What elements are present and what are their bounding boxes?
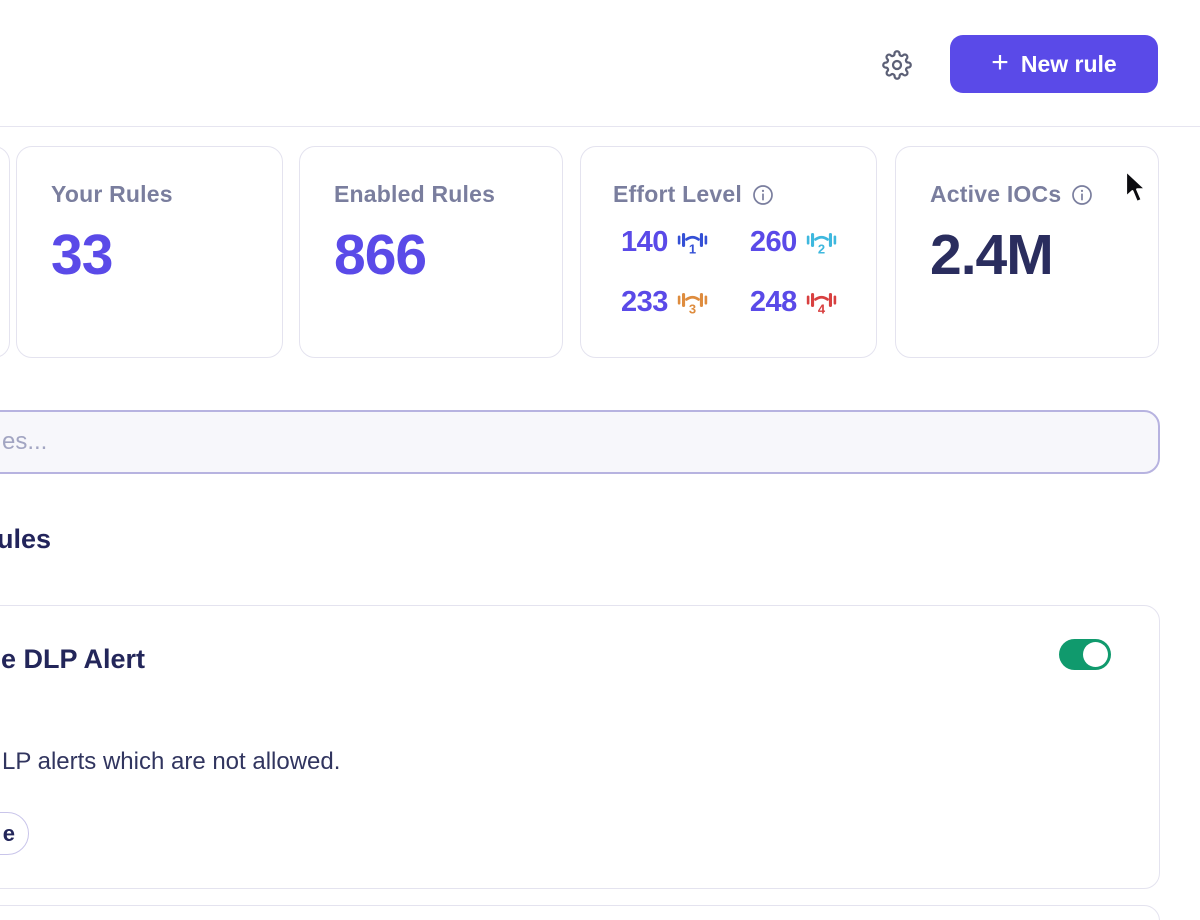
effort-levels-grid: 140 1 260	[621, 226, 842, 319]
toggle-knob	[1083, 642, 1108, 667]
stat-label: Active IOCs	[930, 181, 1062, 207]
settings-button[interactable]	[878, 46, 916, 84]
new-rule-label: New rule	[1020, 50, 1117, 77]
effort-level-number: 1	[689, 241, 696, 255]
effort-count: 233	[621, 286, 668, 318]
rule-card-next	[0, 905, 1160, 920]
rule-enabled-toggle[interactable]	[1059, 639, 1111, 670]
effort-count: 260	[749, 226, 797, 258]
stat-card-enabled-rules: Enabled Rules 866	[299, 146, 563, 358]
stat-card-active-iocs: Active IOCs 2.4M	[895, 146, 1159, 358]
effort-level-number: 3	[689, 301, 696, 315]
stat-value: 866	[334, 223, 427, 287]
section-heading: ules	[0, 524, 52, 554]
stat-label: Effort Level	[613, 181, 742, 207]
stat-value: 33	[51, 223, 113, 287]
search-input[interactable]	[0, 410, 1160, 474]
effort-count: 248	[749, 286, 797, 318]
effort-level-2: 260 2	[750, 226, 837, 259]
stat-label: Enabled Rules	[334, 181, 496, 207]
effort-level-number: 4	[818, 301, 826, 315]
dumbbell-icon: 1	[677, 232, 708, 255]
effort-level-3: 233 3	[621, 286, 708, 319]
header-divider	[0, 126, 1200, 127]
rule-description: LP alerts which are not allowed.	[2, 748, 341, 775]
dumbbell-icon: 3	[677, 292, 708, 315]
stat-value: 2.4M	[930, 223, 1054, 287]
new-rule-button[interactable]: + New rule	[950, 35, 1158, 93]
effort-level-4: 248 4	[750, 286, 837, 319]
gear-icon	[882, 50, 912, 80]
dumbbell-icon: 4	[806, 292, 836, 315]
rule-tag-label: e	[2, 820, 15, 846]
effort-level-1: 140 1	[621, 226, 708, 259]
effort-level-number: 2	[818, 241, 825, 255]
stat-card-effort-level: Effort Level 140 1	[580, 146, 877, 358]
stat-card-your-rules: Your Rules 33	[16, 146, 283, 358]
stat-card-partial	[0, 146, 10, 358]
stat-label: Your Rules	[51, 181, 173, 207]
rule-title: e DLP Alert	[1, 644, 146, 674]
plus-icon: +	[991, 45, 1009, 79]
info-icon[interactable]	[1071, 184, 1093, 206]
info-icon[interactable]	[752, 184, 774, 206]
effort-count: 140	[621, 226, 668, 258]
rule-card: e DLP Alert LP alerts which are not allo…	[0, 605, 1160, 889]
dumbbell-icon: 2	[806, 232, 836, 255]
rule-tag-pill[interactable]: e	[0, 812, 29, 855]
